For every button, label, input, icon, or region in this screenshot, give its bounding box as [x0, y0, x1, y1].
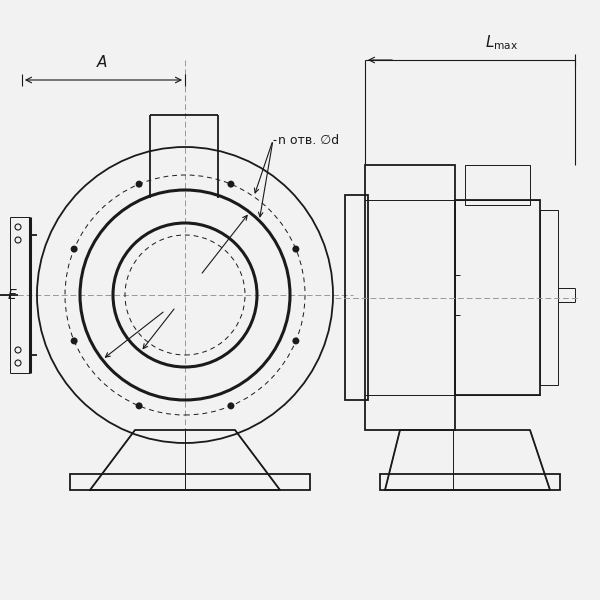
Bar	[540, 210, 558, 385]
Bar	[465, 165, 530, 205]
Bar	[380, 474, 560, 490]
Bar	[70, 474, 310, 490]
Bar	[455, 200, 540, 395]
Circle shape	[292, 245, 299, 253]
Text: A: A	[97, 55, 107, 70]
Circle shape	[227, 181, 235, 188]
Circle shape	[292, 337, 299, 344]
Circle shape	[227, 403, 235, 409]
Text: n отв. ∅d: n отв. ∅d	[278, 133, 339, 146]
Bar	[345, 195, 368, 400]
Text: $L_{\rm max}$: $L_{\rm max}$	[485, 33, 518, 52]
Circle shape	[71, 245, 77, 253]
Bar	[365, 165, 455, 430]
Circle shape	[136, 403, 143, 409]
Circle shape	[71, 337, 77, 344]
Circle shape	[136, 181, 143, 188]
Text: E: E	[8, 288, 16, 302]
